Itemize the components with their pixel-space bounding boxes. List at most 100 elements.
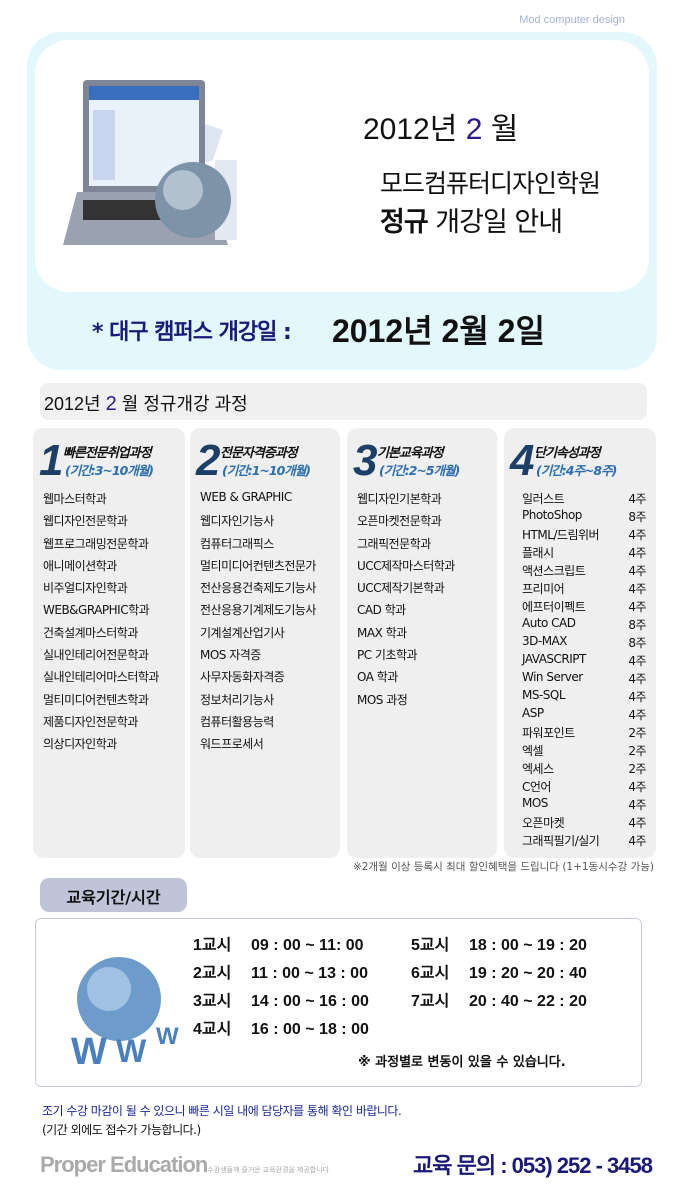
list-item: Win Server 4주 [522,670,646,688]
course-name: MOS [522,796,548,810]
course-name: ASP [522,706,544,720]
list-item: WEB&GRAPHIC학과 [43,603,150,618]
list-item: 웹디자인기능사 [200,514,274,529]
course-number: 4 [510,436,535,485]
period-label: 2교시 [193,965,232,982]
course-column: 2 전문자격증과정 (기간:1~10개월) WEB & GRAPHIC 웹디자인기능… [190,428,340,858]
list-item: Auto CAD 8주 [522,616,646,634]
list-item: 워드프로세서 [200,737,264,752]
course-name: 3D-MAX [522,634,568,648]
course-duration: 4주 [628,546,646,560]
list-item: PC 기초학과 [357,648,418,663]
course-duration: 8주 [628,510,646,524]
course-column: 1 빠른전문취업과정 (기간:3~10개월) 웹마스터학과 웹디자인전문학과 웹프로그… [33,428,185,858]
course-period: (기간:2~5개월) [379,463,460,478]
course-duration: 4주 [628,492,646,506]
course-duration: 4주 [628,708,646,722]
logo: Proper Education수강생들께 즐거운 교육환경을 제공합니다 [40,1152,330,1177]
svg-text:W: W [116,1033,147,1069]
course-duration: 4주 [628,654,646,668]
course-name: HTML/드림위버 [522,528,600,542]
list-item: 그래픽전문학과 [357,536,431,551]
school-name: 모드컴퓨터디자인학원 [380,169,601,198]
course-number: 2 [196,436,221,485]
course-duration: 4주 [628,600,646,614]
list-item: 컴퓨터활용능력 [200,714,274,729]
course-duration: 4주 [628,690,646,704]
discount-note: ※2개월 이상 등록시 최대 할인혜택을 드립니다 (1+1동시수강 가능) [352,861,654,873]
list-item: 플래시 4주 [522,544,646,562]
course-duration: 8주 [628,618,646,632]
course-column: 3 기본교육과정 (기간:2~5개월) 웹디자인기본학과 오픈마켓전문학과 그래픽전문… [347,428,497,858]
course-name: 프리미어 [522,582,565,596]
list-item: 웹프로그래밍전문학과 [43,536,149,551]
course-name: 그래픽필기/실기 [522,834,600,848]
list-item: 애니메이션학과 [43,558,117,573]
www-globe-icon: W W W [71,957,179,1073]
contact-phone: 교육 문의 : 053) 252 - 3458 [413,1153,653,1178]
course-number: 1 [39,436,64,485]
list-item: HTML/드림위버 4주 [522,526,646,544]
course-name: PhotoShop [522,508,582,522]
list-item: 웹디자인기본학과 [357,492,442,506]
course-title: 빠른전문취업과정 [63,446,152,461]
list-item: MS-SQL 4주 [522,688,646,706]
course-duration: 2주 [628,726,646,740]
course-period: (기간:4주~8주) [536,463,617,478]
early-close-notice: 조기 수강 마감이 될 수 있으니 빠른 시일 내에 담당자를 통해 확인 바랍… [42,1104,402,1118]
list-item: MOS 과정 [357,692,408,707]
list-item: 웹마스터학과 [43,492,107,506]
list-item: UCC제작기본학과 [357,581,445,596]
list-item: 실내인테리어전문학과 [43,648,149,663]
course-name: 오픈마켓 [522,816,565,830]
list-item: 컴퓨터그래픽스 [200,536,274,551]
course-name: C언어 [522,780,551,794]
banner-inner: 2012년 2 월 모드컴퓨터디자인학원 정규 개강일 안내 [35,40,649,292]
list-item: PhotoShop 8주 [522,508,646,526]
course-name: Win Server [522,670,583,684]
course-duration: 4주 [628,816,646,830]
schedule-note: ※ 과정별로 변동이 있을 수 있습니다. [358,1055,566,1070]
list-item: OA 학과 [357,670,398,685]
course-name: 엑셀 [522,744,544,758]
course-name: JAVASCRIPT [522,652,586,666]
schedule-row: 3교시 14 : 00 ~ 16 : 00 7교시 20 : 40 ~ 22 : 20 [193,987,629,1011]
headline-title: 정규 개강일 안내 [380,207,563,238]
banner: 2012년 2 월 모드컴퓨터디자인학원 정규 개강일 안내 * 대구 캠퍼스 … [27,32,657,370]
course-name: Auto CAD [522,616,576,630]
course-title: 단기속성과정 [534,446,601,461]
list-item: 실내인테리어마스터학과 [43,670,159,685]
headline-date: 2012년 2 월 [363,113,519,146]
period-time: 18 : 00 ~ 19 : 20 [469,937,587,954]
course-period: (기간:3~10개월) [65,463,154,478]
list-item: 오픈마켓전문학과 [357,514,442,529]
list-item: 엑세스 2주 [522,760,646,778]
schedule-label: 교육기간/시간 [40,878,187,912]
list-item: 사무자동화자격증 [200,670,285,685]
period-label: 7교시 [411,993,450,1010]
list-item: MOS 4주 [522,796,646,814]
list-item: JAVASCRIPT 4주 [522,652,646,670]
registration-note: (기간 외에도 접수가 가능합니다.) [42,1123,201,1137]
brand-text: Mod computer design [519,14,625,26]
section-heading: 2012년 2 월 정규개강 과정 [40,383,647,420]
course-name: 에프터이펙트 [522,600,586,614]
list-item: UCC제작마스터학과 [357,558,455,573]
course-title: 전문자격증과정 [220,446,298,461]
course-duration: 4주 [628,582,646,596]
course-number: 3 [353,436,378,485]
list-item: CAD 학과 [357,603,406,618]
period-time: 09 : 00 ~ 11: 00 [251,937,364,954]
list-item: 전산응용건축제도기능사 [200,581,316,596]
list-item: WEB & GRAPHIC [200,490,292,504]
period-label: 1교시 [193,937,232,954]
svg-text:W: W [156,1023,179,1050]
period-label: 6교시 [411,965,450,982]
schedule-box: W W W 1교시 09 : 00 ~ 11: 00 5교시 18 : 00 ~ 19… [35,918,642,1087]
list-item: 일러스트 4주 [522,490,646,508]
period-label: 5교시 [411,937,450,954]
period-time: 20 : 40 ~ 22 : 20 [469,993,587,1010]
course-duration: 4주 [628,672,646,686]
list-item: 프리미어 4주 [522,580,646,598]
course-name: 일러스트 [522,492,565,506]
